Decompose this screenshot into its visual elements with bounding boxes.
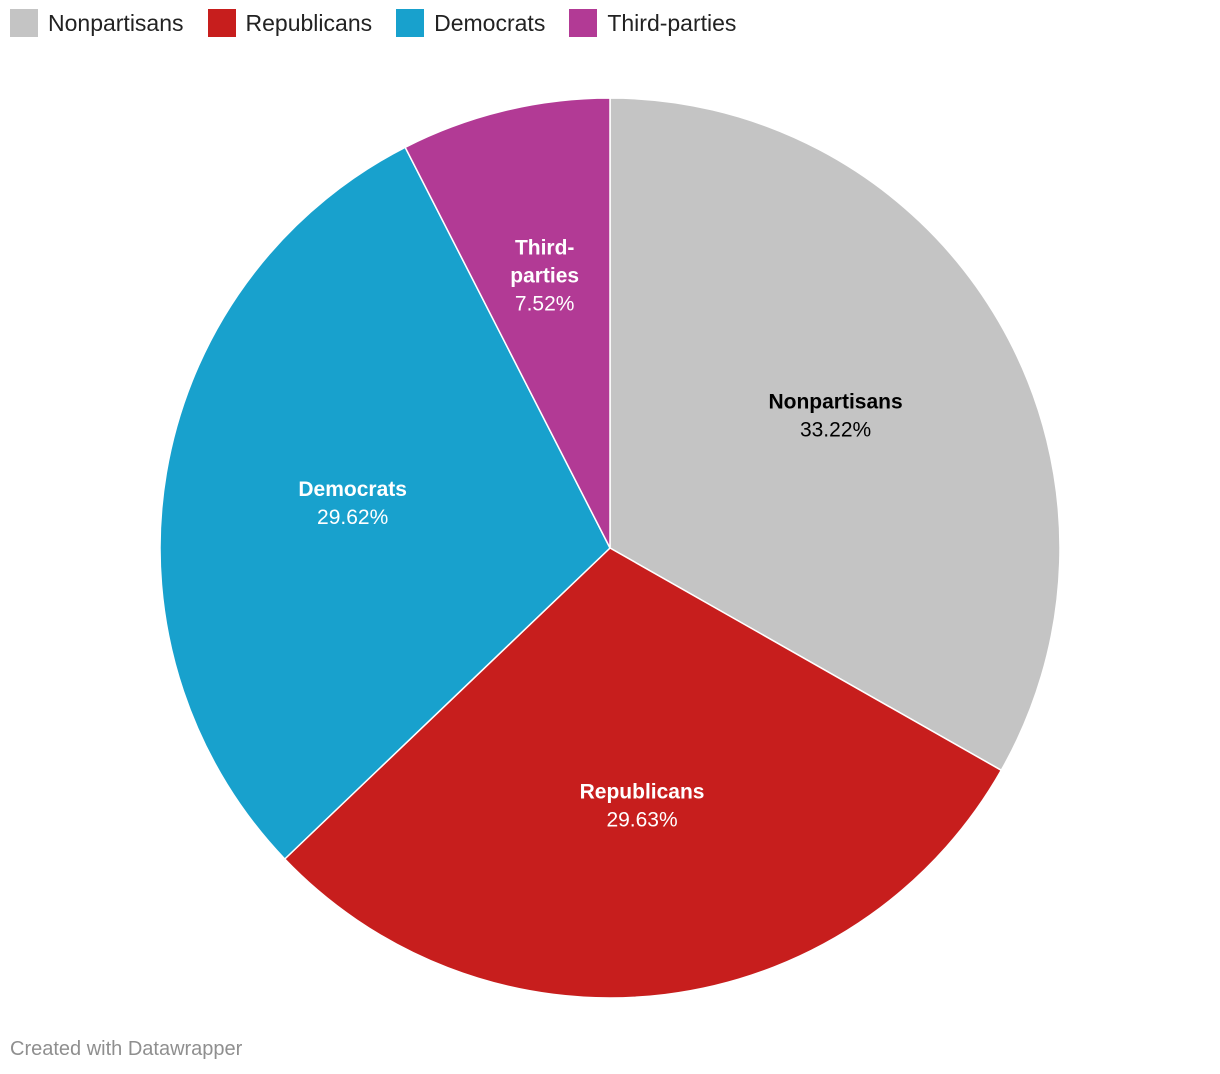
pie-slice-republicans xyxy=(283,547,1003,999)
legend-label: Democrats xyxy=(434,10,546,36)
legend-swatch xyxy=(569,9,598,37)
slice-name-label: Democrats xyxy=(298,478,407,501)
slice-name-label: Third- xyxy=(515,236,574,259)
slice-label-third-parties: Third-parties 7.52% xyxy=(510,236,579,315)
chart-legend: Nonpartisans Republicans Democrats Third-pa… xyxy=(10,9,760,37)
legend-swatch xyxy=(10,9,38,37)
legend-label: Republicans xyxy=(245,10,373,36)
legend-item-democrats: Democrats xyxy=(396,9,545,37)
slice-value-label: 7.52% xyxy=(515,292,575,315)
slice-value-label: 29.63% xyxy=(606,809,677,832)
legend-label: Third-parties xyxy=(607,10,737,36)
slice-label-republicans: Republicans 29.63% xyxy=(580,781,705,832)
legend-swatch xyxy=(207,9,236,37)
legend-swatch xyxy=(396,9,425,37)
credit-footer: Created with Datawrapper xyxy=(10,1038,243,1060)
slice-value-label: 29.62% xyxy=(317,506,388,529)
legend-label: Nonpartisans xyxy=(48,10,184,36)
legend-item-third-parties: Third-parties xyxy=(569,9,736,37)
slice-name-label: Nonpartisans xyxy=(768,390,902,413)
slice-label-democrats: Democrats 29.62% xyxy=(298,478,407,529)
legend-item-republicans: Republicans xyxy=(207,9,373,37)
pie-slice-third-parties xyxy=(404,97,611,549)
slice-value-label: 33.22% xyxy=(800,418,871,441)
pie-slice-nonpartisans xyxy=(609,97,1061,772)
slice-name-label: Republicans xyxy=(580,781,705,804)
slice-label-nonpartisans: Nonpartisans 33.22% xyxy=(768,390,902,441)
slice-name-label: parties xyxy=(510,264,579,287)
pie-slice-democrats xyxy=(159,146,611,861)
legend-item-nonpartisans: Nonpartisans xyxy=(10,9,184,37)
